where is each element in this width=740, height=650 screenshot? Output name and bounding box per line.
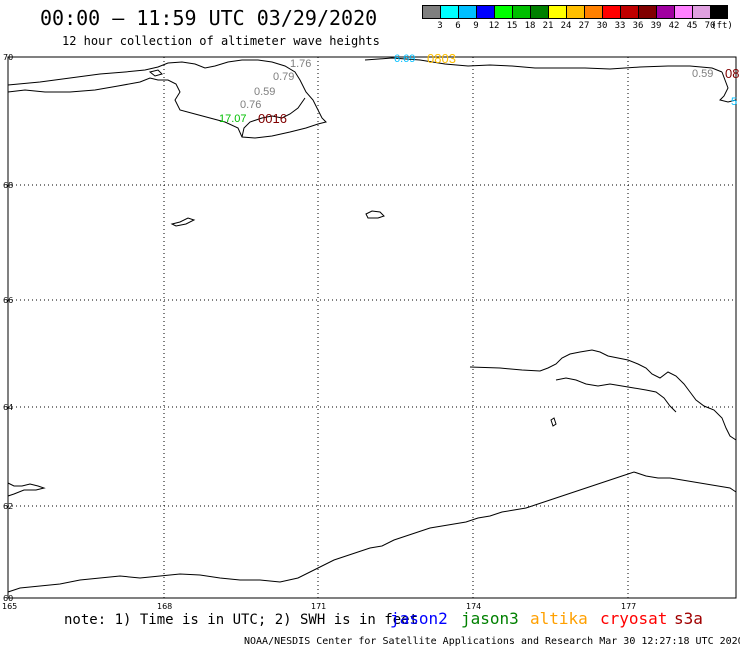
color-scale-swatch	[422, 5, 440, 19]
color-scale-swatch	[476, 5, 494, 19]
color-scale-bar	[422, 5, 728, 19]
color-scale-swatch	[548, 5, 566, 19]
credit-footer: NOAA/NESDIS Center for Satellite Applica…	[244, 636, 740, 647]
color-scale-label: 33	[614, 21, 626, 31]
color-scale-label: 6	[455, 21, 461, 31]
color-scale-swatch	[440, 5, 458, 19]
color-scale-label: 12	[488, 21, 500, 31]
color-scale-swatch	[512, 5, 530, 19]
wave-height-value: 6.69	[394, 53, 415, 65]
coastline-norton-sound	[555, 377, 677, 413]
color-scale-label: 30	[596, 21, 608, 31]
color-scale-swatch	[494, 5, 512, 19]
wave-height-value: 1.76	[290, 58, 311, 70]
color-scale-label: 36	[632, 21, 644, 31]
map-subtitle: 12 hour collection of altimeter wave hei…	[62, 34, 380, 48]
lon-label-165: 165	[2, 602, 17, 611]
pass-time-label: 08	[725, 66, 739, 81]
lon-label-168: 168	[157, 602, 172, 611]
lat-label-60: 60	[3, 594, 13, 603]
color-scale-swatch	[620, 5, 638, 19]
color-scale-label: 45	[686, 21, 698, 31]
color-scale-swatch	[692, 5, 710, 19]
color-scale-label: 15	[506, 21, 518, 31]
legend-altika: altika	[530, 609, 588, 628]
color-scale-swatch	[530, 5, 548, 19]
coastline-north-top	[364, 57, 723, 73]
map-frame	[7, 56, 737, 599]
color-scale-label: 27	[578, 21, 590, 31]
legend-s3a: s3a	[674, 609, 703, 628]
wave-height-value: 0.76	[240, 99, 261, 111]
color-scale-swatch	[656, 5, 674, 19]
coastline-left-islands	[7, 482, 46, 497]
color-scale-swatch	[710, 5, 728, 19]
legend-jason2: jason2	[390, 609, 448, 628]
pass-time-label: 0803	[427, 51, 456, 66]
island-small-2	[365, 210, 385, 219]
color-scale-label: 3	[437, 21, 443, 31]
map-title: 00:00 – 11:59 UTC 03/29/2020	[40, 6, 378, 30]
color-scale-swatch	[458, 5, 476, 19]
color-scale-label: 24	[560, 21, 572, 31]
coastlines	[7, 57, 737, 593]
color-scale-label: 42	[668, 21, 680, 31]
legend-jason3: jason3	[461, 609, 519, 628]
wave-height-observations: 1.76 0.79 0.59 0.76 17.07 0016 6.69 0803…	[219, 51, 739, 126]
color-scale-label: 21	[542, 21, 554, 31]
color-scale-label: 39	[650, 21, 662, 31]
color-scale-label: 18	[524, 21, 536, 31]
color-scale-swatch	[602, 5, 620, 19]
color-scale-swatch	[674, 5, 692, 19]
footnote: note: 1) Time is in UTC; 2) SWH is in fe…	[64, 612, 419, 628]
color-scale-swatch	[638, 5, 656, 19]
color-scale-swatch	[584, 5, 602, 19]
coastline-alaska-peninsula	[7, 471, 737, 593]
longitude-labels: 165 168 171 174 177	[2, 602, 636, 611]
lat-label-68: 68	[3, 181, 13, 190]
wave-height-value: 0.59	[692, 68, 713, 80]
latitude-labels: 70 68 66 64 62 60	[3, 53, 13, 603]
graticule	[8, 57, 736, 598]
coastline-alaska-seward	[469, 349, 737, 441]
pass-time-label: 0016	[258, 111, 287, 126]
lat-label-64: 64	[3, 403, 13, 412]
color-scale-swatch	[566, 5, 584, 19]
island-small-3	[550, 417, 557, 427]
lon-label-177: 177	[621, 602, 636, 611]
lat-label-70: 70	[3, 53, 13, 62]
wave-height-value: 17.07	[219, 113, 247, 125]
wave-height-value: 0.79	[273, 71, 294, 83]
island-small-4	[148, 69, 163, 77]
color-scale-label: 70	[704, 21, 716, 31]
coastline-chaun-bay	[241, 97, 306, 138]
wave-height-value: 0.59	[254, 86, 275, 98]
color-scale-label: (ft)	[711, 21, 733, 31]
wave-height-value: 5	[731, 96, 737, 108]
lon-label-171: 171	[311, 602, 326, 611]
island-small-1	[170, 217, 196, 227]
lon-label-174: 174	[466, 602, 481, 611]
coastline-cape-schmidt	[719, 71, 737, 103]
color-scale-label: 9	[473, 21, 479, 31]
coastline-chukotka-north	[7, 59, 327, 139]
lat-label-66: 66	[3, 296, 13, 305]
lat-label-62: 62	[3, 502, 13, 511]
legend-cryosat: cryosat	[600, 609, 668, 628]
